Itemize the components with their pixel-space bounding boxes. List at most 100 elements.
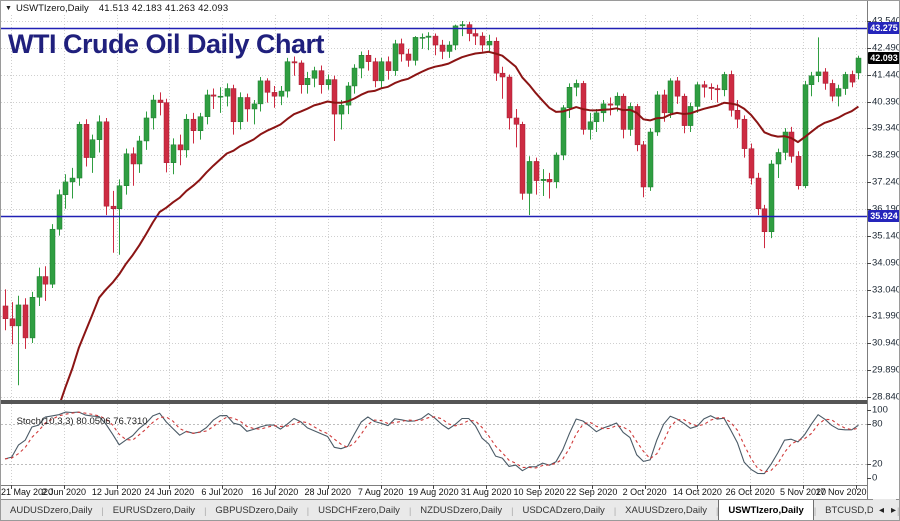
symbol-readout: ▼ USWTIzero,Daily 41.513 42.183 41.263 4… [5, 2, 228, 14]
date-axis-label: 5 Nov 2020 [779, 487, 827, 497]
price-axis-label: 34.090 [872, 257, 900, 269]
candle-bearish [761, 208, 768, 233]
stoch-axis-label: 80 [872, 418, 883, 430]
date-axis-label: 6 Jul 2020 [201, 487, 243, 497]
tab-separator: | [306, 506, 310, 516]
candle-bearish [398, 43, 405, 55]
tab-separator: | [715, 506, 719, 516]
candle-bullish [553, 154, 560, 183]
date-axis-label: 28 Jul 2020 [304, 487, 352, 497]
candle-bullish [768, 163, 775, 233]
current-price-badge: 42.093 [868, 52, 899, 64]
candle-bullish [69, 177, 76, 183]
candle-bearish [681, 95, 688, 126]
price-axis-label: 42.490 [872, 42, 900, 54]
chart-tab-BTCUSD[interactable]: BTCUSD,Daily [825, 505, 888, 516]
chart-tab-GBPUSDzero[interactable]: GBPUSDzero,Daily [215, 505, 298, 516]
stoch-axis-label: 20 [872, 458, 883, 470]
tab-scroll-left-icon[interactable]: ◂ [878, 504, 884, 516]
candle-bullish [325, 79, 332, 85]
symbol-dropdown-icon[interactable]: ▼ [5, 4, 12, 12]
candle-bearish [701, 84, 708, 88]
price-axis-label: 35.140 [872, 230, 900, 242]
candle-bullish [170, 144, 177, 163]
chart-tab-AUDUSDzero[interactable]: AUDUSDzero,Daily [10, 505, 93, 516]
candle-bullish [15, 304, 22, 327]
ohlc-readout: 41.513 42.183 41.263 42.093 [98, 2, 229, 14]
candle-bullish [62, 181, 69, 195]
candle-bullish [49, 228, 56, 285]
candle-bearish [331, 79, 338, 115]
window-separator[interactable] [1, 400, 867, 404]
candle-bullish [412, 37, 419, 61]
candle-bearish [439, 44, 446, 52]
tab-scroll-right-icon[interactable]: ▸ [890, 504, 896, 516]
chart-tab-USDCHFzero[interactable]: USDCHFzero,Daily [318, 505, 400, 516]
moving-average-line [60, 50, 859, 400]
candle-bearish [385, 61, 392, 71]
candle-bearish [640, 144, 647, 188]
candle-bullish [654, 94, 661, 133]
date-axis-label: 22 Sep 2020 [566, 487, 618, 497]
chart-title: WTI Crude Oil Daily Chart [8, 29, 325, 59]
candle-bullish [311, 70, 318, 79]
candle-bearish [432, 35, 439, 46]
price-axis-label: 37.240 [872, 176, 900, 188]
price-line-badge[interactable]: 35.924 [868, 209, 899, 222]
candle-bullish [351, 67, 358, 87]
chart-tab-USDCADzero[interactable]: USDCADzero,Daily [522, 505, 605, 516]
price-line-badge[interactable]: 43.275 [868, 21, 899, 34]
candle-bullish [56, 194, 63, 230]
candle-bullish [782, 131, 789, 153]
candle-bearish [513, 117, 520, 125]
chart-tab-XAUUSDzero[interactable]: XAUUSDzero,Daily [625, 505, 707, 516]
candle-bearish [580, 83, 587, 130]
tab-separator: | [101, 506, 104, 516]
stochastic-label: Stoch(10,3,3) 80.0506 76.7310 [16, 416, 148, 427]
candle-bullish [136, 140, 143, 165]
price-chart-canvas[interactable] [1, 1, 900, 499]
candle-bullish [815, 71, 822, 76]
candle-bearish [795, 156, 802, 186]
date-axis-label: 19 Aug 2020 [408, 487, 459, 497]
candle-bearish [674, 80, 681, 97]
date-axis-label: 2 Oct 2020 [622, 487, 667, 497]
candle-bearish [493, 40, 500, 74]
price-axis-label: 29.890 [872, 364, 900, 376]
candle-bullish [614, 95, 621, 106]
chart-tab-EURUSDzero[interactable]: EURUSDzero,Daily [112, 505, 196, 516]
candle-bearish [829, 83, 836, 97]
candle-bearish [83, 124, 90, 158]
candle-bullish [197, 116, 204, 131]
candle-bullish [116, 185, 123, 209]
chart-tab-NZDUSDzero[interactable]: NZDUSDzero,Daily [420, 505, 503, 516]
candle-bearish [499, 72, 506, 78]
stochastic-values: 80.0506 76.7310 [76, 416, 148, 427]
candle-bullish [89, 139, 96, 158]
candle-bullish [560, 107, 567, 156]
price-axis-label: 39.340 [872, 122, 900, 134]
date-axis-label: 14 Oct 2020 [672, 487, 722, 497]
candle-bearish [734, 110, 741, 120]
tab-separator: | [408, 506, 412, 516]
candle-bearish [110, 205, 117, 209]
candle-bullish [224, 88, 231, 97]
date-axis-label: 17 Nov 2020 [815, 487, 867, 497]
candle-bullish [425, 35, 432, 38]
candle-bearish [22, 304, 29, 339]
stochastic-signal-line [4, 411, 859, 473]
price-axis-label: 41.440 [872, 69, 900, 81]
candle-bearish [230, 88, 237, 123]
date-axis-label: 16 Jul 2020 [251, 487, 299, 497]
candle-bullish [855, 57, 862, 74]
candle-bearish [103, 121, 110, 207]
candle-bearish [318, 70, 325, 85]
candle-bearish [741, 118, 748, 149]
candle-bearish [607, 103, 614, 106]
tab-separator: | [204, 506, 207, 516]
candle-bullish [842, 74, 849, 89]
chart-tab-USWTIzero[interactable]: USWTIzero,Daily [718, 500, 814, 520]
candle-bearish [546, 179, 553, 183]
date-axis-label: 21 May 2020 [0, 487, 54, 497]
